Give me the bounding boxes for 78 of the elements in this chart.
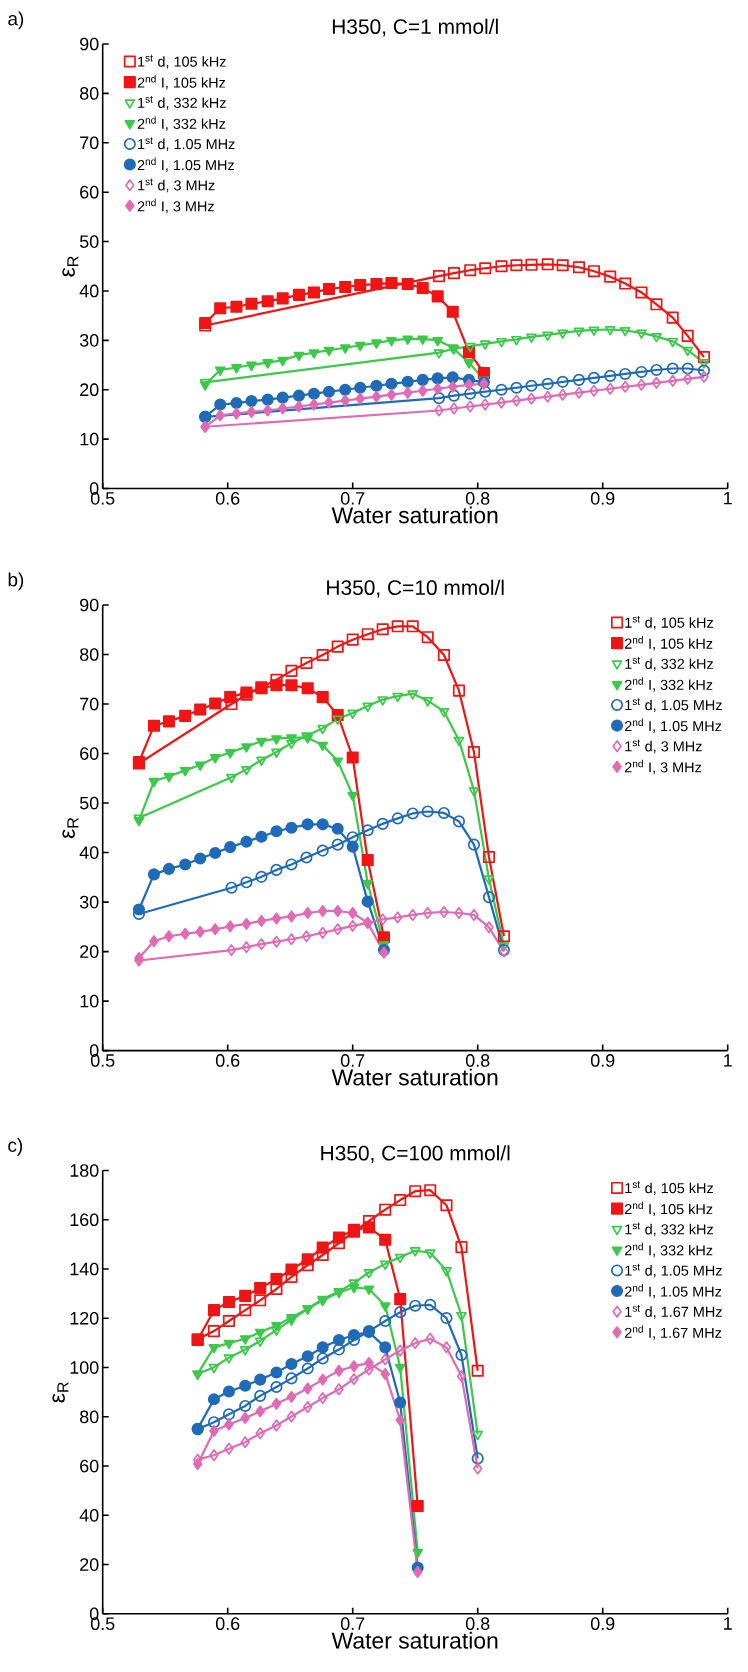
x-tick-label: 0.6	[215, 492, 240, 505]
y-tick-label: 40	[79, 1508, 99, 1522]
y-tick-label: 70	[80, 136, 99, 150]
y-tick-label: 40	[79, 284, 99, 298]
text: c)	[8, 1138, 23, 1156]
legend-label: 1$^{st}$ d, 3 MHz	[138, 178, 215, 193]
x-tick-label: 0.9	[590, 492, 615, 505]
x-tick-label: 0.8	[465, 492, 490, 505]
y-tick-label: 90	[80, 598, 99, 612]
y-tick-label: 80	[80, 648, 99, 661]
y-tick-label: 60	[80, 1459, 99, 1473]
legend-label: 2$^{nd}$ I, 3 MHz	[624, 759, 702, 775]
y-tick-label: 20	[80, 383, 99, 397]
legend-label: 1$^{st}$ d, 332 kHz	[625, 1222, 713, 1237]
x-tick-label: 1	[724, 1617, 732, 1630]
x-tick-label: 0.7	[340, 1617, 365, 1631]
legend-label: 1$^{st}$ d, 1.05 MHz	[625, 1263, 722, 1278]
y-tick-label: 50	[79, 796, 99, 810]
legend-label: 1$^{st}$ d, 332 kHz	[138, 96, 226, 110]
legend-label: 1$^{st}$ d, 1.05 MHz	[625, 698, 722, 712]
legend-label: 1$^{st}$ d, 105 kHz	[625, 1181, 713, 1195]
y-tick-label: 60	[80, 747, 99, 760]
x-axis-title: Water saturation	[331, 1068, 498, 1086]
x-axis-title: Water saturation	[331, 506, 498, 524]
x-tick-label: 0.6	[215, 1054, 240, 1067]
y-tick-label: 100	[70, 1361, 99, 1374]
y-tick-label: 80	[80, 87, 99, 100]
y-tick-label: 60	[80, 185, 99, 199]
legend-label: 2$^{nd}$ I, 1.67 MHz	[624, 1325, 722, 1340]
x-tick-label: 0.9	[590, 1054, 615, 1067]
y-tick-label: 10	[80, 432, 99, 446]
y-tick-label: 90	[80, 37, 99, 51]
x-tick-label: 1	[724, 1054, 732, 1067]
legend-label: 2$^{nd}$ I, 105 kHz	[624, 636, 713, 651]
y-axis-title: ε$_{R}$	[52, 1382, 69, 1403]
y-tick-label: 10	[80, 994, 99, 1008]
y-tick-label: 20	[80, 1558, 99, 1571]
x-tick-label: 0.9	[590, 1617, 615, 1631]
y-tick-label: 50	[79, 235, 99, 248]
y-tick-label: 140	[70, 1262, 99, 1276]
y-tick-label: 180	[70, 1164, 99, 1177]
legend-label: 1$^{st}$ d, 1.67 MHz	[625, 1305, 722, 1319]
x-tick-label: 0.7	[340, 492, 365, 505]
legend-label: 2$^{nd}$ I, 332 kHz	[624, 1242, 713, 1258]
text: a)	[8, 11, 24, 30]
y-tick-label: 40	[79, 846, 99, 859]
y-tick-label: 20	[80, 945, 99, 958]
y-tick-label: 80	[80, 1410, 99, 1424]
text: b)	[8, 572, 24, 591]
legend-label: 1$^{st}$ d, 105 kHz	[138, 54, 226, 69]
legend-label: 1$^{st}$ d, 105 kHz	[625, 615, 713, 630]
chart-title: H350, C=100 mmol/l	[321, 1145, 510, 1164]
y-tick-label: 120	[70, 1311, 99, 1325]
x-tick-label: 0.8	[465, 1617, 490, 1631]
x-tick-label: 1	[724, 492, 732, 505]
y-axis-title: ε$_{R}$	[62, 817, 79, 839]
chart-title: H350, C=1 mmol/l	[332, 18, 498, 37]
chart-title: H350, C=10 mmol/l	[327, 579, 504, 598]
x-axis-title: Water saturation	[331, 1631, 498, 1649]
y-axis-title: ε$_{R}$	[62, 256, 79, 277]
x-tick-label: 0.8	[465, 1054, 490, 1067]
legend-label: 1$^{st}$ d, 1.05 MHz	[138, 137, 235, 151]
y-tick-label: 30	[79, 895, 99, 909]
x-tick-label: 0.7	[340, 1054, 365, 1067]
legend-label: 2$^{nd}$ I, 1.05 MHz	[624, 718, 722, 733]
legend-label: 2$^{nd}$ I, 1.05 MHz	[624, 1284, 722, 1299]
legend-label: 2$^{nd}$ I, 332 kHz	[624, 677, 713, 692]
legend-label: 1$^{st}$ d, 332 kHz	[625, 657, 713, 671]
x-tick-label: 0.6	[215, 1617, 240, 1631]
y-tick-label: 30	[79, 333, 99, 347]
legend-label: 1$^{st}$ d, 3 MHz	[625, 739, 702, 754]
legend-label: 2$^{nd}$ I, 3 MHz	[137, 198, 214, 214]
legend-label: 2$^{nd}$ I, 105 kHz	[624, 1201, 713, 1216]
y-tick-label: 70	[80, 697, 99, 711]
legend-label: 2$^{nd}$ I, 105 kHz	[137, 75, 226, 90]
y-tick-label: 160	[70, 1213, 99, 1227]
legend-label: 2$^{nd}$ I, 332 kHz	[137, 116, 226, 131]
legend-label: 2$^{nd}$ I, 1.05 MHz	[137, 157, 234, 172]
